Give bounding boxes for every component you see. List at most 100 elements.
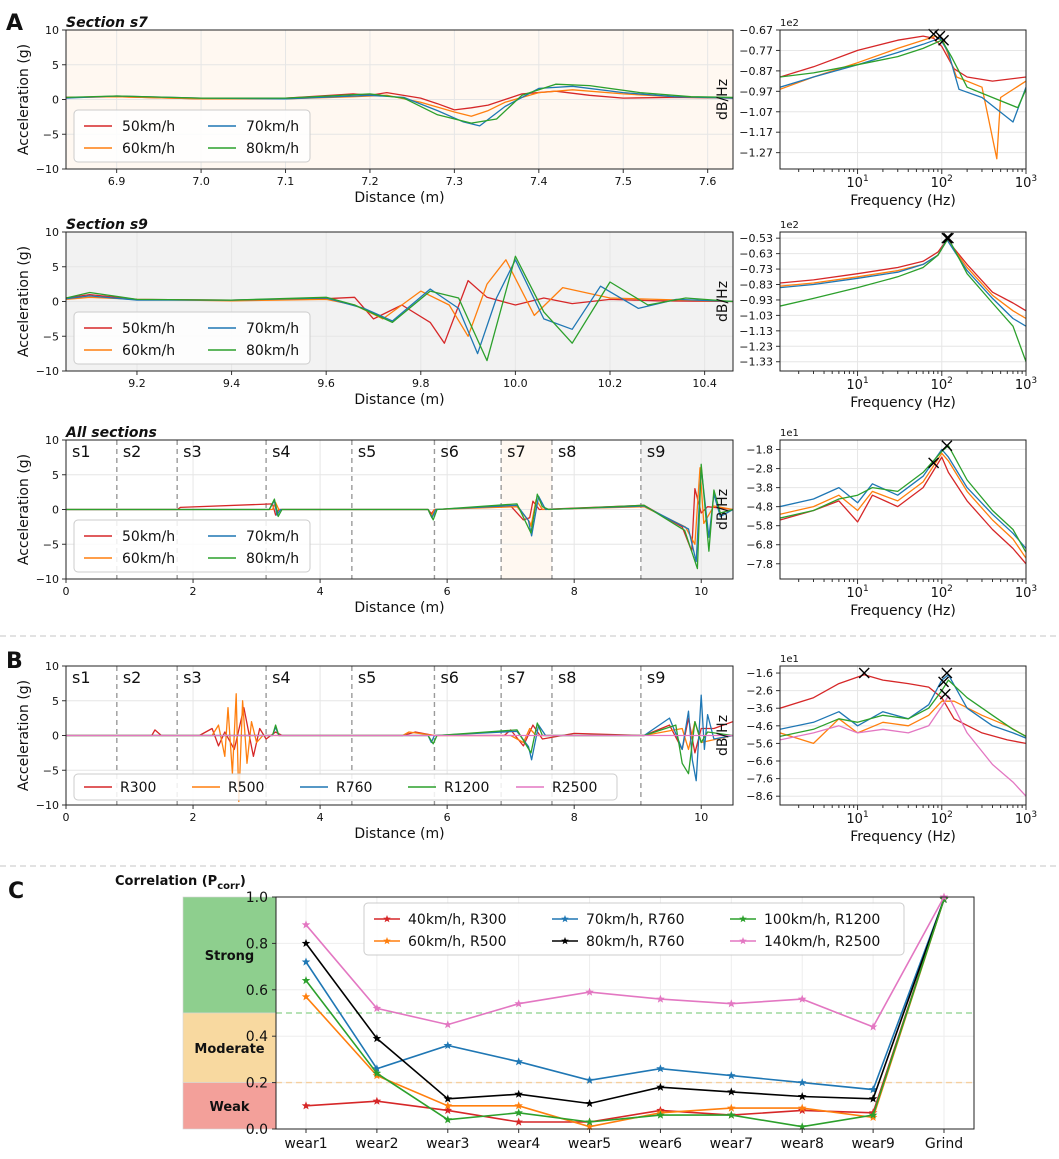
all-psd-peak-marker [928,457,940,469]
radius-psd-series-group [780,674,1026,797]
all-psd-peak-marker [941,440,953,452]
s7-time-ytick-label: 5 [52,59,59,72]
s9-psd-series-group [780,237,1026,362]
s9-psd-series-80km/h [780,237,1026,362]
s9-time-series-80km/h [66,255,733,362]
s9-time-series-group [66,255,733,362]
radius-time-xtick-label: 4 [317,811,324,824]
all-time-legend-label: 50km/h [122,529,175,545]
all-time-ytick-label: 10 [45,434,59,447]
radius-time-legend-label: R760 [336,780,372,796]
s7-psd-ytick-label: −0.87 [739,65,773,78]
all-time-series-group [66,463,733,570]
correlation-ytick-label: 0.0 [246,1122,268,1138]
all-psd-series-50km/h [780,456,1026,565]
radius-psd-peak-marker [941,667,953,679]
s7-time-series-group [66,83,733,127]
all-psd-series-60km/h [780,452,1026,559]
all-time-legend: 50km/h 60km/h 70km/h 80km/h [73,519,311,573]
all-time-xtick-label: 2 [190,585,197,598]
all-psd-series-70km/h [780,448,1026,549]
all-psd-ytick-label: −6.8 [746,539,773,552]
all-time-frame [65,439,734,580]
radius-time-legend-label: R300 [120,780,156,796]
panel-label-c: C [8,879,24,904]
s9-time-xtick-label: 10.4 [692,377,717,390]
all-time-section-label: s7 [507,442,526,461]
s9-psd-series-50km/h [780,239,1026,312]
radius-time-section-label: s9 [647,668,666,687]
s9-psd-ytick-label: −1.03 [739,309,773,322]
s7-time-legend-box [73,109,311,163]
s9-psd-xtick-exp: 3 [1031,376,1037,386]
s9-psd-xlabel: Frequency (Hz) [850,395,956,411]
s9-psd-ytick-label: −0.83 [739,279,773,292]
all-psd-ytick-label: −7.8 [746,558,773,571]
correlation-xtick-label: wear5 [568,1136,611,1152]
all-psd-xtick-base: 10 [1015,586,1032,601]
radius-time-xtick-label: 0 [63,811,70,824]
correlation-legend-label: 40km/h, R300 [408,912,507,928]
all-time-ytick-label: 5 [52,469,59,482]
s7-time-frame [65,29,734,170]
all-psd-ytick-label: −5.8 [746,520,773,533]
band-label-strong: Strong [205,949,254,964]
correlation-series-line [305,899,945,1105]
all-psd-series-group [780,445,1026,565]
correlation-legend-marker [383,915,391,923]
all-time-xtick-label: 8 [571,585,578,598]
s9-time-legend-label: 60km/h [122,343,175,359]
radius-time-legend-label: R1200 [444,780,489,796]
correlation-chart: Strong Moderate Weak 0.0 0.2 0.4 0.6 0.8 1.0 wear… [115,874,975,1152]
all-time-legend-label: 60km/h [122,551,175,567]
s7-time-ytick-label: 0 [52,94,59,107]
correlation-point [443,1115,453,1124]
s7-psd-xtick-exp: 1 [863,174,869,184]
correlation-point [514,1089,523,1098]
correlation-point [656,1064,665,1073]
s9-psd-xtick-label: 102 [931,376,953,393]
radius-psd-ytick-label: −1.6 [746,667,773,680]
s7-psd-ytick-label: −0.77 [739,44,773,57]
correlation-point [301,992,311,1001]
s7-time-xtick-label: 7.4 [530,175,548,188]
all-time-ylabel: Acceleration (g) [16,454,32,565]
radius-psd-offset-text: 1e1 [780,654,799,665]
band-label-moderate: Moderate [194,1042,264,1057]
s7-time-ytick-label: 10 [45,24,59,37]
s9-psd-xtick-label: 101 [846,376,868,393]
s7-time-ylabel: Acceleration (g) [16,44,32,155]
radius-time-section-label: s4 [272,668,291,687]
s7-time-xtick-label: 7.6 [699,175,717,188]
correlation-title-close: ) [240,874,246,889]
s9-psd-ytick-label: −1.33 [739,356,773,369]
correlation-point [797,1103,807,1112]
s7-psd-xtick-base: 10 [931,176,948,191]
radius-psd-peak-marker [938,676,950,688]
s9-psd-ytick-label: −1.13 [739,325,773,338]
radius-psd-ylabel: dB/Hz [715,715,731,756]
correlation-point [372,1064,382,1073]
all-psd-xtick-exp: 2 [947,584,953,594]
correlation-legend-label: 60km/h, R500 [408,934,507,950]
radius-time-section-label: s3 [183,668,202,687]
correlation-xtick-label: wear1 [284,1136,327,1152]
all-psd-xlabel: Frequency (Hz) [850,603,956,619]
s7-time-xlabel: Distance (m) [354,190,444,206]
radius-time-legend-box [73,773,618,801]
s9-time-xtick-label: 9.8 [412,377,430,390]
all-psd-xtick-base: 10 [931,586,948,601]
correlation-ytick-label: 0.2 [246,1076,268,1092]
s9-time-ytick-label: −10 [36,365,59,378]
s7-time-xtick-label: 7.5 [614,175,632,188]
panel-label-a: A [6,11,23,36]
correlation-point [372,1034,382,1043]
s7-psd-xtick-label: 101 [846,174,868,191]
correlation-point [868,1110,878,1119]
s7-psd-ylabel: dB/Hz [715,79,731,120]
correlation-xtick-label: wear9 [851,1136,894,1152]
s9-psd-ytick-label: −0.63 [739,248,773,261]
s7-psd-ytick-label: −0.97 [739,85,773,98]
